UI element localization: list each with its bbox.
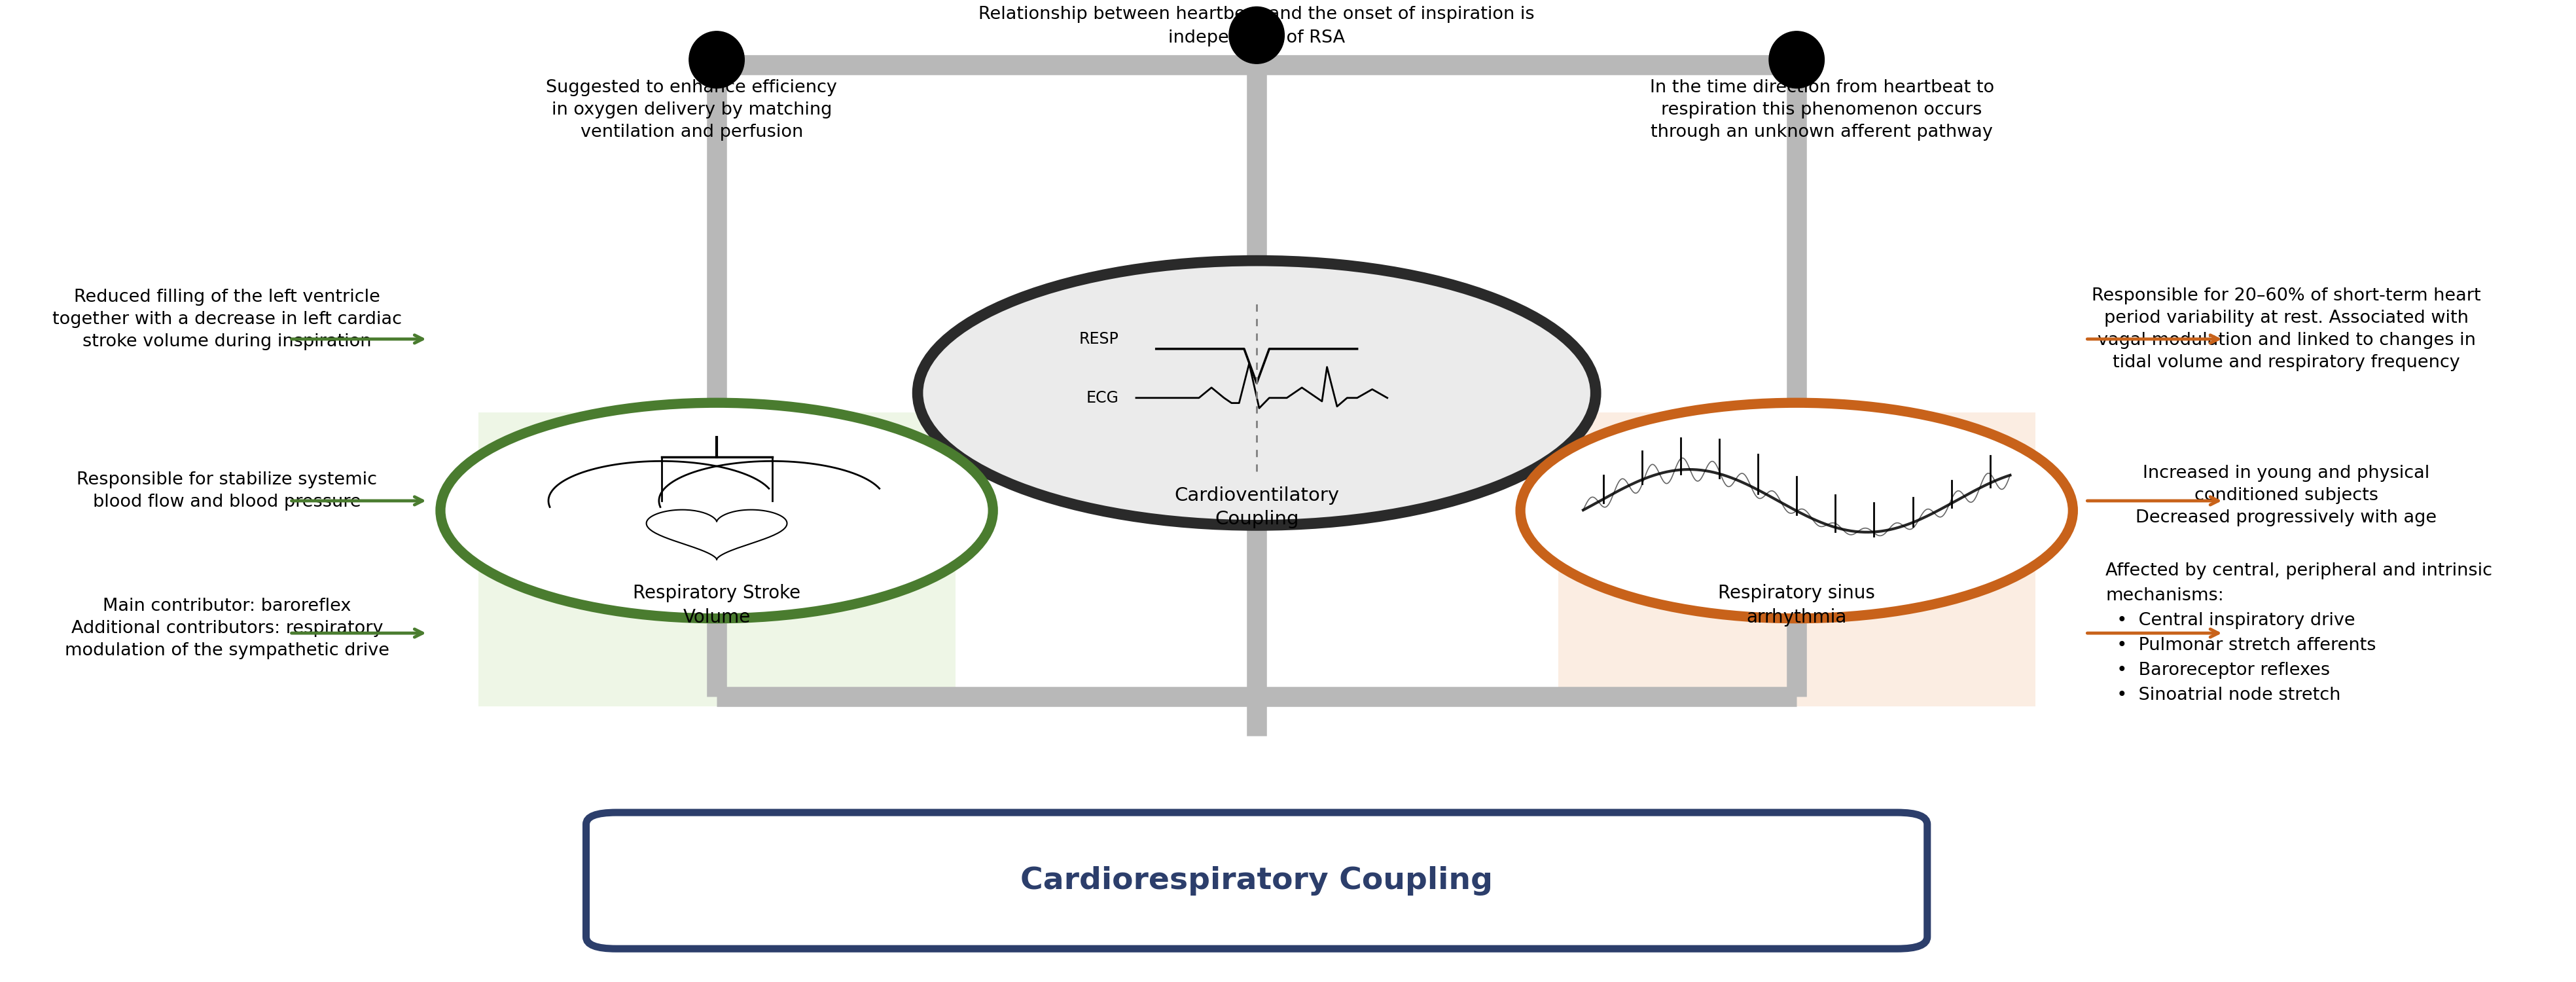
Circle shape [917,260,1595,525]
Text: ECG: ECG [1084,390,1118,406]
FancyBboxPatch shape [585,812,1927,949]
Ellipse shape [688,31,744,88]
Text: Affected by central, peripheral and intrinsic
mechanisms:
  •  Central inspirato: Affected by central, peripheral and intr… [2105,563,2491,704]
Text: Relationship between heartbeat and the onset of inspiration is
independent of RS: Relationship between heartbeat and the o… [979,6,1535,46]
Text: Cardioventilatory
Coupling: Cardioventilatory Coupling [1175,486,1340,528]
Text: Respiratory sinus
arrhythmia: Respiratory sinus arrhythmia [1718,584,1875,627]
Text: Suggested to enhance efficiency
in oxygen delivery by matching
ventilation and p: Suggested to enhance efficiency in oxyge… [546,80,837,140]
Text: Increased in young and physical
conditioned subjects
Decreased progressively wit: Increased in young and physical conditio… [2136,465,2437,526]
Circle shape [1520,403,2074,619]
Text: Respiratory Stroke
Volume: Respiratory Stroke Volume [634,584,801,627]
Text: In the time direction from heartbeat to
respiration this phenomenon occurs
throu: In the time direction from heartbeat to … [1649,80,1994,140]
Text: RESP: RESP [1079,331,1118,347]
FancyBboxPatch shape [1558,412,2035,707]
FancyBboxPatch shape [479,412,956,707]
Circle shape [440,403,992,619]
Text: Responsible for 20–60% of short-term heart
period variability at rest. Associate: Responsible for 20–60% of short-term hea… [2092,288,2481,371]
Ellipse shape [1770,31,1824,88]
Ellipse shape [1229,7,1283,64]
Text: Responsible for stabilize systemic
blood flow and blood pressure: Responsible for stabilize systemic blood… [77,471,376,511]
Text: Reduced filling of the left ventricle
together with a decrease in left cardiac
s: Reduced filling of the left ventricle to… [52,289,402,351]
Text: Cardiorespiratory Coupling: Cardiorespiratory Coupling [1020,866,1492,896]
Text: Main contributor: baroreflex
Additional contributors: respiratory
modulation of : Main contributor: baroreflex Additional … [64,597,389,659]
